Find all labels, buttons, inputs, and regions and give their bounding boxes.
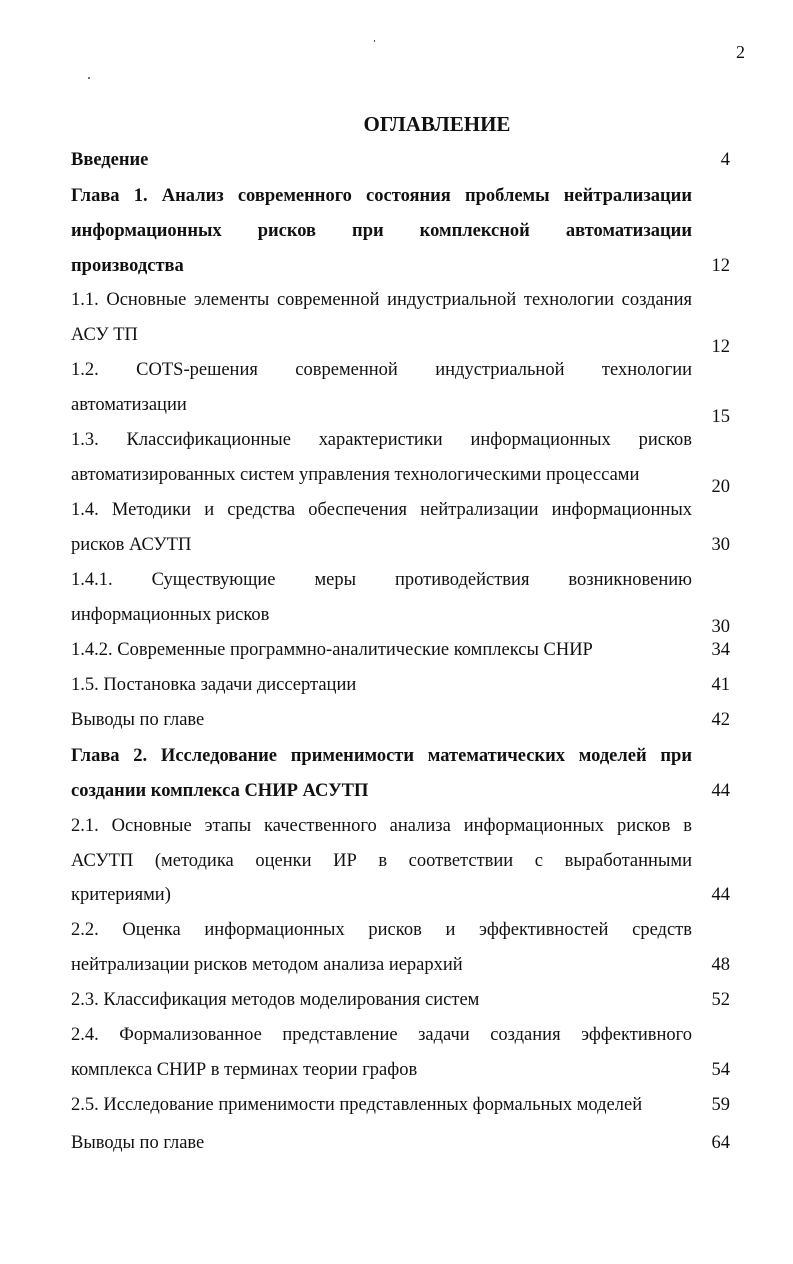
toc-entry-line: информационных рисков при комплексной ав… <box>71 221 692 241</box>
toc-page-number: 12 <box>711 337 731 357</box>
toc-entry-line: 2.2. Оценка информационных рисков и эффе… <box>71 920 692 940</box>
toc-entry-line: 2.4. Формализованное представление задач… <box>71 1025 692 1045</box>
scan-speck <box>88 77 90 79</box>
page-number: 2 <box>736 42 745 62</box>
toc-entry-line: информационных рисков <box>71 605 270 625</box>
toc-entry-line: 1.4.2. Современные программно-аналитичес… <box>71 640 593 660</box>
toc-entry-line: 1.4. Методики и средства обеспечения ней… <box>71 500 692 520</box>
toc-page-number: 30 <box>711 617 731 637</box>
toc-entry-line: Выводы по главе <box>71 710 205 730</box>
toc-entry-line: Глава 1. Анализ современного состояния п… <box>71 186 692 206</box>
toc-entry-line: АСУТП (методика оценки ИР в соответствии… <box>71 851 692 871</box>
toc-entry-line: критериями) <box>71 885 171 905</box>
toc-page-number: 48 <box>711 955 731 975</box>
toc-page-number: 12 <box>711 256 731 276</box>
toc-page-number: 34 <box>711 640 731 660</box>
page-title: ОГЛАВЛЕНИЕ <box>363 112 511 136</box>
toc-entry-line: рисков АСУТП <box>71 535 192 555</box>
toc-entry-line: Введение <box>71 150 149 170</box>
toc-entry-line: 1.3. Классификационные характеристики ин… <box>71 430 692 450</box>
toc-page-number: 59 <box>711 1095 731 1115</box>
toc-entry-line: комплекса СНИР в терминах теории графов <box>71 1060 418 1080</box>
toc-entry-line: автоматизации <box>71 395 187 415</box>
toc-entry-line: 2.3. Классификация методов моделирования… <box>71 990 480 1010</box>
toc-page-number: 44 <box>711 781 731 801</box>
toc-entry-line: 1.2. COTS-решения современной индустриал… <box>71 360 692 380</box>
toc-entry-line: 1.4.1. Существующие меры противодействия… <box>71 570 692 590</box>
toc-entry-line: 2.5. Исследование применимости представл… <box>71 1095 643 1115</box>
toc-entry-line: 1.5. Постановка задачи диссертации <box>71 675 357 695</box>
toc-entry-line: 2.1. Основные этапы качественного анализ… <box>71 816 692 836</box>
toc-entry-line: Выводы по главе <box>71 1133 205 1153</box>
toc-entry-line: 1.1. Основные элементы современной индус… <box>71 290 692 310</box>
toc-page-number: 15 <box>711 407 731 427</box>
toc-page-number: 30 <box>711 535 731 555</box>
toc-page-number: 64 <box>711 1133 731 1153</box>
toc-entry-line: АСУ ТП <box>71 325 138 345</box>
toc-entry-line: нейтрализации рисков методом анализа иер… <box>71 955 463 975</box>
toc-entry-line: Глава 2. Исследование применимости матем… <box>71 746 692 766</box>
toc-entry-line: создании комплекса СНИР АСУТП <box>71 781 369 801</box>
toc-page-number: 52 <box>711 990 731 1010</box>
toc-page-number: 41 <box>711 675 731 695</box>
toc-entry-line: производства <box>71 256 184 276</box>
toc-page-number: 42 <box>711 710 731 730</box>
toc-page-number: 54 <box>711 1060 731 1080</box>
toc-entry-line: автоматизированных систем управления тех… <box>71 465 640 485</box>
scan-speck <box>374 40 375 42</box>
toc-page-number: 4 <box>720 150 730 170</box>
toc-page-number: 44 <box>711 885 731 905</box>
toc-page-number: 20 <box>711 477 731 497</box>
